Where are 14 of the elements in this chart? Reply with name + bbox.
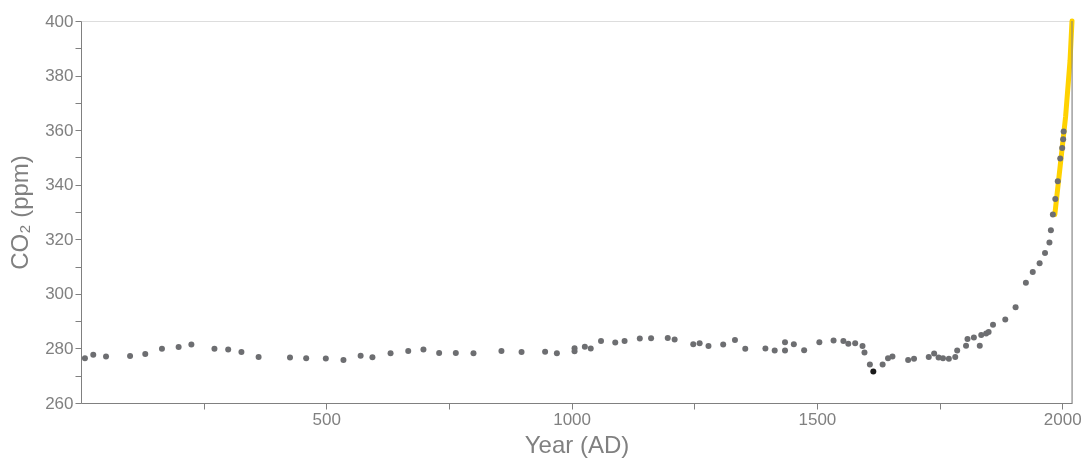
y-tick-label: 320 <box>45 229 74 249</box>
x-tick-label: 2000 <box>1043 409 1082 429</box>
y-tick-label: 280 <box>45 338 74 358</box>
y-axis-title: CO₂ (ppm) <box>6 155 34 270</box>
y-tick-label: 300 <box>45 284 74 304</box>
y-tick-label: 400 <box>45 11 74 31</box>
x-axis-title: Year (AD) <box>524 430 630 458</box>
y-tick-label: 260 <box>45 393 74 413</box>
y-tick-label: 360 <box>45 120 74 140</box>
y-tick-label: 380 <box>45 66 74 86</box>
x-tick-label: 1000 <box>553 409 592 429</box>
x-tick-label: 1500 <box>798 409 837 429</box>
x-tick-label: 500 <box>312 409 341 429</box>
y-tick-label: 340 <box>45 175 74 195</box>
